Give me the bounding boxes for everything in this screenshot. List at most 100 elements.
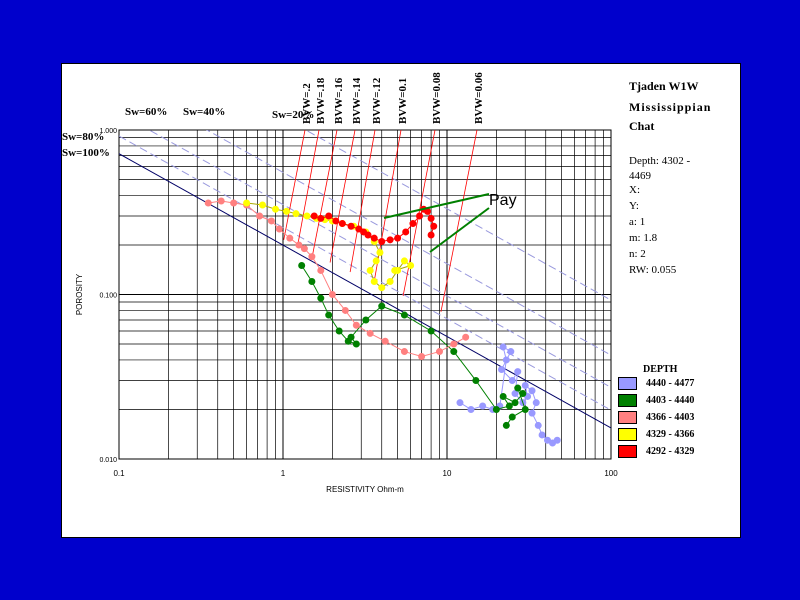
y-axis-label: POROSITY — [75, 273, 84, 315]
data-point — [298, 262, 306, 270]
bvw-line — [297, 129, 320, 247]
data-point — [378, 237, 386, 245]
data-point — [528, 409, 536, 417]
legend-swatch — [618, 377, 637, 390]
data-point — [378, 302, 386, 310]
info-x: X: — [629, 184, 640, 196]
data-point — [409, 220, 417, 228]
bvw-label: BVW=.2 — [301, 83, 313, 124]
data-point — [338, 220, 346, 228]
data-point — [275, 225, 283, 233]
data-point — [467, 405, 475, 413]
legend-title: DEPTH — [643, 364, 678, 375]
info-depth: Depth: 4302 - 4469 — [629, 155, 691, 182]
sw-label: Sw=100% — [62, 147, 110, 159]
sw-label: Sw=80% — [62, 131, 104, 143]
legend-swatch — [618, 411, 637, 424]
pay-annotation: Pay — [489, 192, 517, 209]
data-point — [370, 234, 378, 242]
pay-arrow — [429, 207, 490, 253]
data-point — [479, 402, 487, 410]
chart-panel: 0.1 1 10 100 1.000 0.100 0.010 RESISTIVITY Ohm-… — [61, 63, 741, 538]
data-point — [352, 340, 360, 348]
data-point — [521, 405, 529, 413]
data-point — [378, 284, 386, 292]
plot-frame — [118, 129, 612, 460]
data-point — [492, 405, 500, 413]
data-point — [332, 217, 340, 225]
data-point — [386, 277, 394, 285]
data-point — [391, 266, 399, 274]
bvw-line — [440, 129, 478, 312]
data-point — [400, 348, 408, 356]
legend-label: 4366 - 4403 — [646, 412, 695, 423]
data-point — [472, 377, 480, 385]
data-point — [502, 356, 510, 364]
data-point — [256, 212, 264, 220]
data-point — [538, 431, 546, 439]
data-point — [308, 277, 316, 285]
data-point — [303, 212, 311, 220]
data-point — [366, 266, 374, 274]
data-point — [502, 421, 510, 429]
y-tick-label: 0.010 — [99, 457, 117, 464]
data-point — [335, 327, 343, 335]
legend-swatch — [618, 428, 637, 441]
data-point — [366, 329, 374, 337]
data-point — [317, 214, 325, 222]
data-point — [508, 377, 516, 385]
data-point — [325, 311, 333, 319]
data-point — [364, 231, 372, 239]
sw-line — [119, 153, 611, 429]
data-point — [532, 399, 540, 407]
y-tick-label: 0.100 — [99, 293, 117, 300]
bvw-label: BVW=.18 — [315, 77, 327, 124]
data-point — [394, 234, 402, 242]
data-point — [430, 222, 438, 230]
data-point — [499, 392, 507, 400]
bvw-label: BVW=.12 — [371, 77, 383, 124]
data-point — [267, 217, 275, 225]
legend-item: 4366 - 4403 — [618, 409, 694, 426]
data-point — [282, 207, 290, 215]
pay-arrow — [383, 193, 490, 219]
data-point — [514, 368, 522, 376]
data-point — [462, 333, 470, 341]
x-tick-label: 0.1 — [113, 469, 125, 478]
series-line — [301, 265, 526, 426]
x-tick-label: 100 — [604, 469, 618, 478]
data-point — [519, 390, 527, 398]
sw-label: Sw=40% — [183, 106, 225, 118]
data-point — [341, 306, 349, 314]
bvw-line — [329, 129, 356, 263]
bvw-label: BVW=.16 — [333, 77, 345, 124]
data-point — [400, 257, 408, 265]
data-point — [328, 291, 336, 298]
data-point — [427, 214, 435, 222]
legend: DEPTH 4440 - 4477 4403 - 4440 4366 - 4403 4… — [618, 364, 694, 460]
data-point — [370, 277, 378, 285]
data-point — [204, 199, 212, 207]
data-point — [450, 348, 458, 356]
legend-swatch — [618, 445, 637, 458]
data-point — [427, 327, 435, 335]
info-rw: RW: 0.055 — [629, 264, 677, 276]
data-point — [450, 340, 458, 348]
data-point — [230, 199, 238, 207]
data-point — [505, 402, 513, 410]
data-point — [292, 210, 300, 218]
bvw-line — [349, 129, 376, 273]
data-point — [400, 311, 408, 319]
formation-line2: Chat — [629, 119, 655, 133]
data-point — [362, 316, 370, 324]
legend-item: 4292 - 4329 — [618, 443, 694, 460]
data-point — [295, 241, 303, 249]
data-point — [534, 421, 542, 429]
sw-label: Sw=60% — [125, 106, 167, 118]
chart-title: Tjaden W1W — [629, 79, 699, 93]
data-point — [514, 384, 522, 392]
data-point — [243, 199, 251, 207]
data-point — [386, 236, 394, 244]
bvw-label: BVW=0.08 — [431, 72, 443, 124]
legend-item: 4329 - 4366 — [618, 426, 694, 443]
